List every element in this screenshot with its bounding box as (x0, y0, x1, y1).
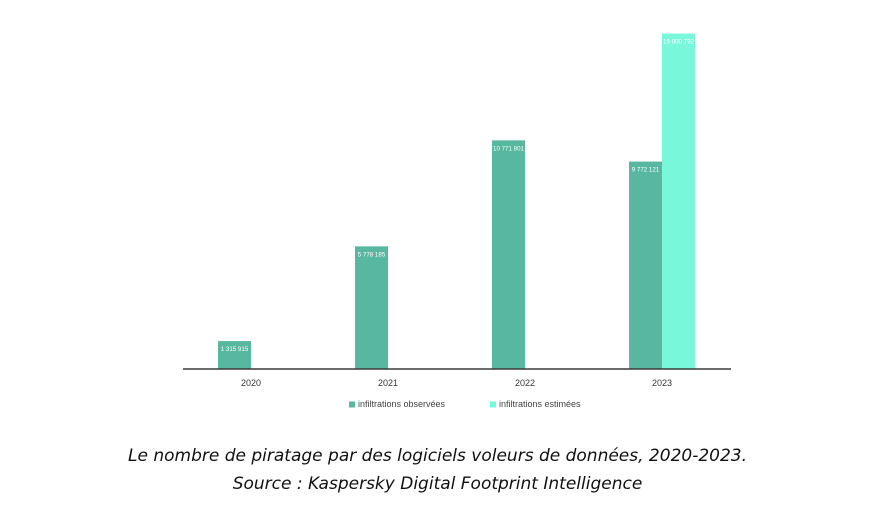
bar-value-label: 5 778 185 (358, 251, 386, 258)
legend-swatch-observed (349, 401, 355, 408)
caption-source: Source : Kaspersky Digital Footprint Int… (232, 474, 643, 494)
x-tick-label-2021: 2021 (378, 378, 398, 388)
bar-observed-2021 (355, 246, 388, 369)
x-tick-label-2020: 2020 (241, 378, 261, 388)
legend-swatch-estimated (490, 401, 496, 408)
x-tick-labels-group: 2020 2021 2022 2023 (241, 378, 672, 388)
bar-value-label: 1 315 915 (221, 346, 249, 353)
bar-estimated-2023 (662, 33, 695, 370)
value-labels-group: 1 315 915 5 778 185 10 771 801 9 772 121 15 … (221, 39, 695, 353)
bars-group (218, 33, 695, 370)
legend: infiltrations observées infiltrations est… (349, 399, 581, 409)
bar-observed-2020 (218, 341, 251, 369)
x-tick-label-2023: 2023 (652, 378, 672, 388)
legend-label-estimated: infiltrations estimées (499, 399, 581, 409)
bar-value-label: 9 772 121 (632, 167, 660, 174)
x-tick-label-2022: 2022 (515, 378, 535, 388)
bar-value-label: 10 771 801 (493, 145, 525, 152)
bar-value-label: 15 800 792 (663, 39, 695, 46)
caption-title: Le nombre de piratage par des logiciels … (128, 446, 747, 466)
bar-observed-2022 (492, 140, 525, 369)
legend-label-observed: infiltrations observées (358, 399, 446, 409)
bar-chart: 1 315 915 5 778 185 10 771 801 9 772 121 15 … (183, 33, 731, 409)
bar-observed-2023 (629, 161, 662, 369)
